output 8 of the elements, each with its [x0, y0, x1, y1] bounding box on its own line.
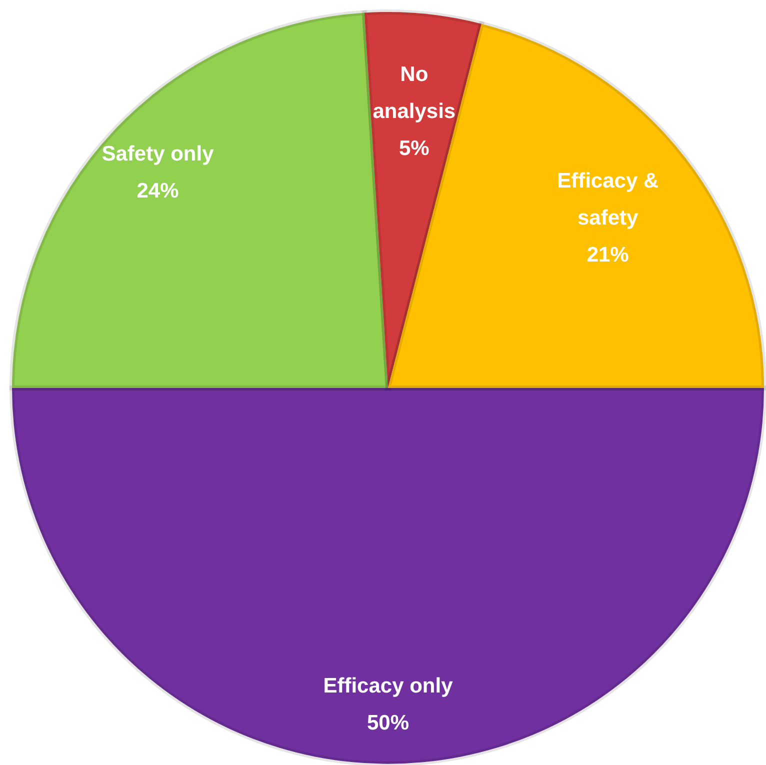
slice-label: Safety only: [102, 142, 214, 165]
data-label: 24%: [136, 178, 180, 202]
slice-label: No analysis: [372, 62, 456, 122]
data-label: 5%: [399, 136, 430, 160]
data-label: 21%: [586, 242, 630, 266]
slice-label: Efficacy & safety: [557, 168, 659, 229]
slice-label: Efficacy only: [323, 674, 454, 697]
data-label: 50%: [366, 710, 410, 734]
